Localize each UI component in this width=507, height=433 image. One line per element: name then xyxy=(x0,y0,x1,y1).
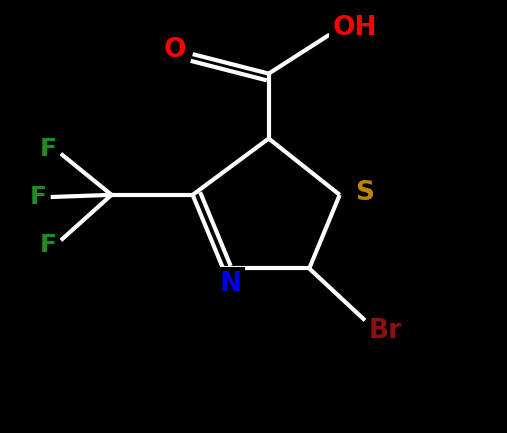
Text: S: S xyxy=(355,180,375,206)
Text: N: N xyxy=(220,271,242,297)
Text: OH: OH xyxy=(333,15,377,41)
Text: F: F xyxy=(40,233,57,257)
Text: Br: Br xyxy=(369,318,402,344)
Text: F: F xyxy=(29,185,47,209)
Text: F: F xyxy=(40,137,57,162)
Text: O: O xyxy=(164,37,186,63)
